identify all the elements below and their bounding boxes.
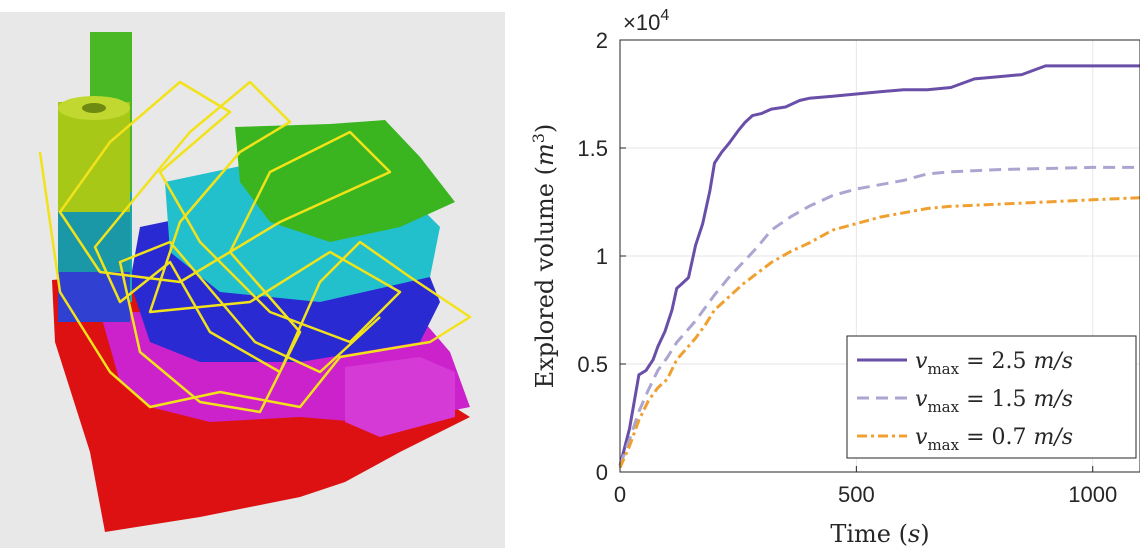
- series-line-2: [618, 165, 1140, 467]
- x-axis-label: Time (s): [830, 520, 929, 548]
- legend-label-2: vmax = 1.5 m/s: [915, 387, 1073, 416]
- green-structure: [235, 120, 455, 242]
- magenta-block: [345, 357, 455, 437]
- cylinder-blue: [58, 272, 130, 322]
- explored-volume-chart: 0 500 1000 0 0.5 1 1.5 2 ×104 Explored volume (…: [529, 7, 1140, 548]
- y-tick-label: 0.5: [577, 352, 608, 377]
- y-tick-label: 1: [596, 244, 608, 269]
- voxel-map-panel: [0, 12, 505, 548]
- trajectory-path: [38, 80, 472, 414]
- series-line-3: [618, 196, 1140, 469]
- legend-label-3: vmax = 0.7 m/s: [915, 425, 1073, 454]
- y-tick-label: 2: [596, 28, 608, 53]
- legend-entry-3: vmax = 0.7 m/s: [857, 425, 1073, 454]
- legend-entry-1: vmax = 2.5 m/s: [857, 349, 1073, 378]
- cylinder-hole: [82, 103, 106, 113]
- y-exponent-label: ×104: [623, 7, 669, 35]
- ticks: 0 500 1000 0 0.5 1 1.5 2: [577, 28, 1117, 507]
- legend-entry-2: vmax = 1.5 m/s: [857, 387, 1073, 416]
- voxel-map-scene: [38, 32, 472, 532]
- y-tick-label: 1.5: [577, 136, 608, 161]
- legend-label-1: vmax = 2.5 m/s: [915, 349, 1073, 378]
- x-tick-label: 0: [614, 482, 626, 507]
- x-tick-label: 1000: [1068, 482, 1117, 507]
- cylinder-yellowgreen: [58, 102, 130, 222]
- y-axis-label: Explored volume (m3): [529, 124, 559, 389]
- series-line-1: [618, 64, 1140, 466]
- y-tick-label: 0: [596, 460, 608, 485]
- x-tick-label: 500: [838, 482, 875, 507]
- series-lines: [618, 64, 1140, 469]
- legend: vmax = 2.5 m/s vmax = 1.5 m/s vmax = 0.7…: [846, 335, 1137, 459]
